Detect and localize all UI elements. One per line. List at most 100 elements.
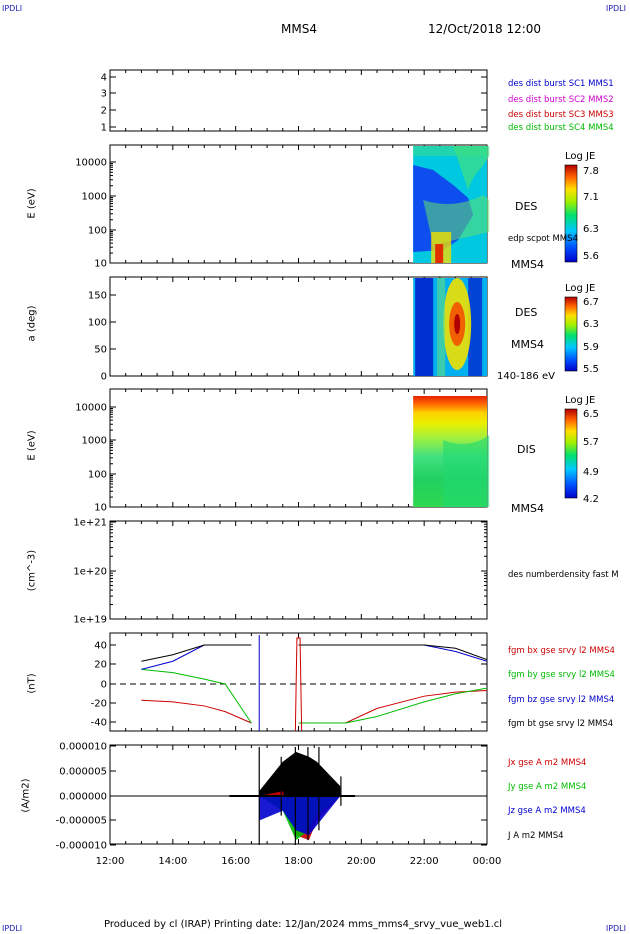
corner-label-right: IPDLI <box>605 4 626 13</box>
colorbar2-title: Log JE <box>565 283 596 294</box>
density-legend: des numberdensity fast M <box>508 570 619 580</box>
y-tick-label: 100 <box>88 470 107 481</box>
current-ylabel: (A/m2) <box>20 778 32 813</box>
legend-j: J A m2 MMS4 <box>508 831 564 841</box>
y-tick-label: 0.000010 <box>59 742 107 753</box>
des-energy-sc-label: MMS4 <box>511 258 544 271</box>
y-tick-label: 1e+20 <box>73 567 107 578</box>
legend-by: fgm by gse srvy l2 MMS4 <box>508 670 615 680</box>
colorbar3-tick: 4.2 <box>583 494 599 505</box>
footer-corner-left: IPDLI <box>2 924 23 933</box>
y-tick-label: 40 <box>94 641 107 652</box>
colorbar3-tick: 6.5 <box>583 409 599 420</box>
y-tick-label: 1e+19 <box>73 615 107 626</box>
y-tick-label: 0.000000 <box>59 792 107 803</box>
des-pitch-green-stripe <box>437 278 446 376</box>
legend-bz: fgm bz gse srvy l2 MMS4 <box>508 695 615 705</box>
des-pitch-energy-range: 140-186 eV <box>497 371 555 382</box>
time-axis-label: 12:00 <box>96 856 125 867</box>
legend-mms2-burst: des dist burst SC2 MMS2 <box>508 95 614 105</box>
dis-energy-sc-label: MMS4 <box>511 502 544 515</box>
des-energy-mid-band <box>453 146 490 190</box>
y-tick-label: 1000 <box>82 436 107 447</box>
bfield-line-bz-late <box>298 644 487 662</box>
bfield-line-bx-late <box>298 690 487 724</box>
bfield-line-bx-early <box>141 699 252 724</box>
current-area-j <box>259 751 341 796</box>
current-area-jz <box>259 796 341 836</box>
bfield-ylabel: (nT) <box>26 673 38 694</box>
colorbar1-title: Log JE <box>565 151 596 162</box>
colorbar-1 <box>564 164 578 263</box>
legend-jx: Jx gse A m2 MMS4 <box>508 758 587 768</box>
time-axis-label: 20:00 <box>347 856 376 867</box>
bfield-line-bz-early <box>141 644 252 670</box>
y-tick-label: 3 <box>101 89 107 100</box>
y-tick-label: 100 <box>88 226 107 237</box>
panel-frame-current <box>109 744 488 845</box>
des-energy-ylabel: E (eV) <box>26 188 38 219</box>
y-tick-label: 20 <box>94 660 107 671</box>
corner-label-left: IPDLI <box>2 4 23 13</box>
panel-frame-bfield <box>109 632 488 732</box>
y-tick-label: 0.000005 <box>59 767 107 778</box>
y-tick-label: 1000 <box>82 192 107 203</box>
des-pitch-sc-label: MMS4 <box>511 338 544 351</box>
colorbar3-title: Log JE <box>565 395 596 406</box>
y-tick-label: 150 <box>88 291 107 302</box>
y-tick-label: 10 <box>94 259 107 270</box>
legend-bt: fgm bt gse srvy l2 MMS4 <box>508 719 614 729</box>
y-tick-label: 0 <box>101 680 107 691</box>
y-tick-label: 10 <box>94 503 107 514</box>
legend-mms1-burst: des dist burst SC1 MMS1 <box>508 79 614 89</box>
colorbar3-tick: 5.7 <box>583 437 599 448</box>
y-tick-label: 100 <box>88 318 107 329</box>
density-ylabel: (cm^-3) <box>26 549 38 592</box>
des-pitch-red-core <box>454 314 461 334</box>
time-axis-label: 16:00 <box>221 856 250 867</box>
bfield-line-bt-late <box>298 644 487 661</box>
y-tick-label: 1e+21 <box>73 518 107 529</box>
time-axis-label: 00:00 <box>473 856 502 867</box>
y-tick-label: 50 <box>94 345 107 356</box>
y-tick-label: 4 <box>101 73 107 84</box>
y-tick-label: 10000 <box>75 403 107 414</box>
des-pitch-ylabel: a (deg) <box>26 305 38 342</box>
legend-jy: Jy gse A m2 MMS4 <box>508 782 587 792</box>
des-pitch-low-flux-left <box>415 278 434 376</box>
y-tick-label: -0.000005 <box>56 816 107 827</box>
y-tick-label: 1 <box>101 123 107 134</box>
colorbar2-tick: 6.7 <box>583 297 599 308</box>
time-axis-label: 22:00 <box>410 856 439 867</box>
colorbar1-tick: 7.8 <box>583 166 599 177</box>
colorbar3-tick: 4.9 <box>583 467 599 478</box>
footer-corner-right: IPDLI <box>605 924 626 933</box>
colorbar2-tick: 6.3 <box>583 319 599 330</box>
colorbar2-tick: 5.9 <box>583 342 599 353</box>
legend-bx: fgm bx gse srvy l2 MMS4 <box>508 646 615 656</box>
legend-mms3-burst: des dist burst SC3 MMS3 <box>508 110 614 120</box>
colorbar1-tick: 6.3 <box>583 224 599 235</box>
legend-mms4-burst: des dist burst SC4 MMS4 <box>508 123 614 133</box>
dis-energy-green-region <box>443 435 490 507</box>
des-energy-label: DES <box>515 200 538 213</box>
footer-credits: Produced by cl (IRAP) Printing date: 12/… <box>104 919 503 930</box>
scpot-label: edp scpot MMS4 <box>508 234 578 244</box>
des-pitch-label: DES <box>515 306 538 319</box>
y-tick-label: -20 <box>91 699 107 710</box>
y-tick-label: -40 <box>91 718 107 729</box>
panel-frame-density <box>109 520 488 620</box>
des-pitch-low-flux-right <box>468 278 483 376</box>
date-title: 12/Oct/2018 12:00 <box>428 22 542 36</box>
bfield-spike <box>294 637 303 732</box>
time-axis-label: 18:00 <box>284 856 313 867</box>
y-tick-label: 10000 <box>75 158 107 169</box>
des-energy-hot-spot <box>435 244 444 263</box>
colorbar1-tick: 5.6 <box>583 251 599 262</box>
colorbar-2 <box>564 296 578 372</box>
y-tick-label: -0.000010 <box>56 841 107 852</box>
legend-jz: Jz gse A m2 MMS4 <box>508 806 586 816</box>
colorbar-3 <box>564 408 578 499</box>
y-tick-label: 0 <box>101 372 107 383</box>
